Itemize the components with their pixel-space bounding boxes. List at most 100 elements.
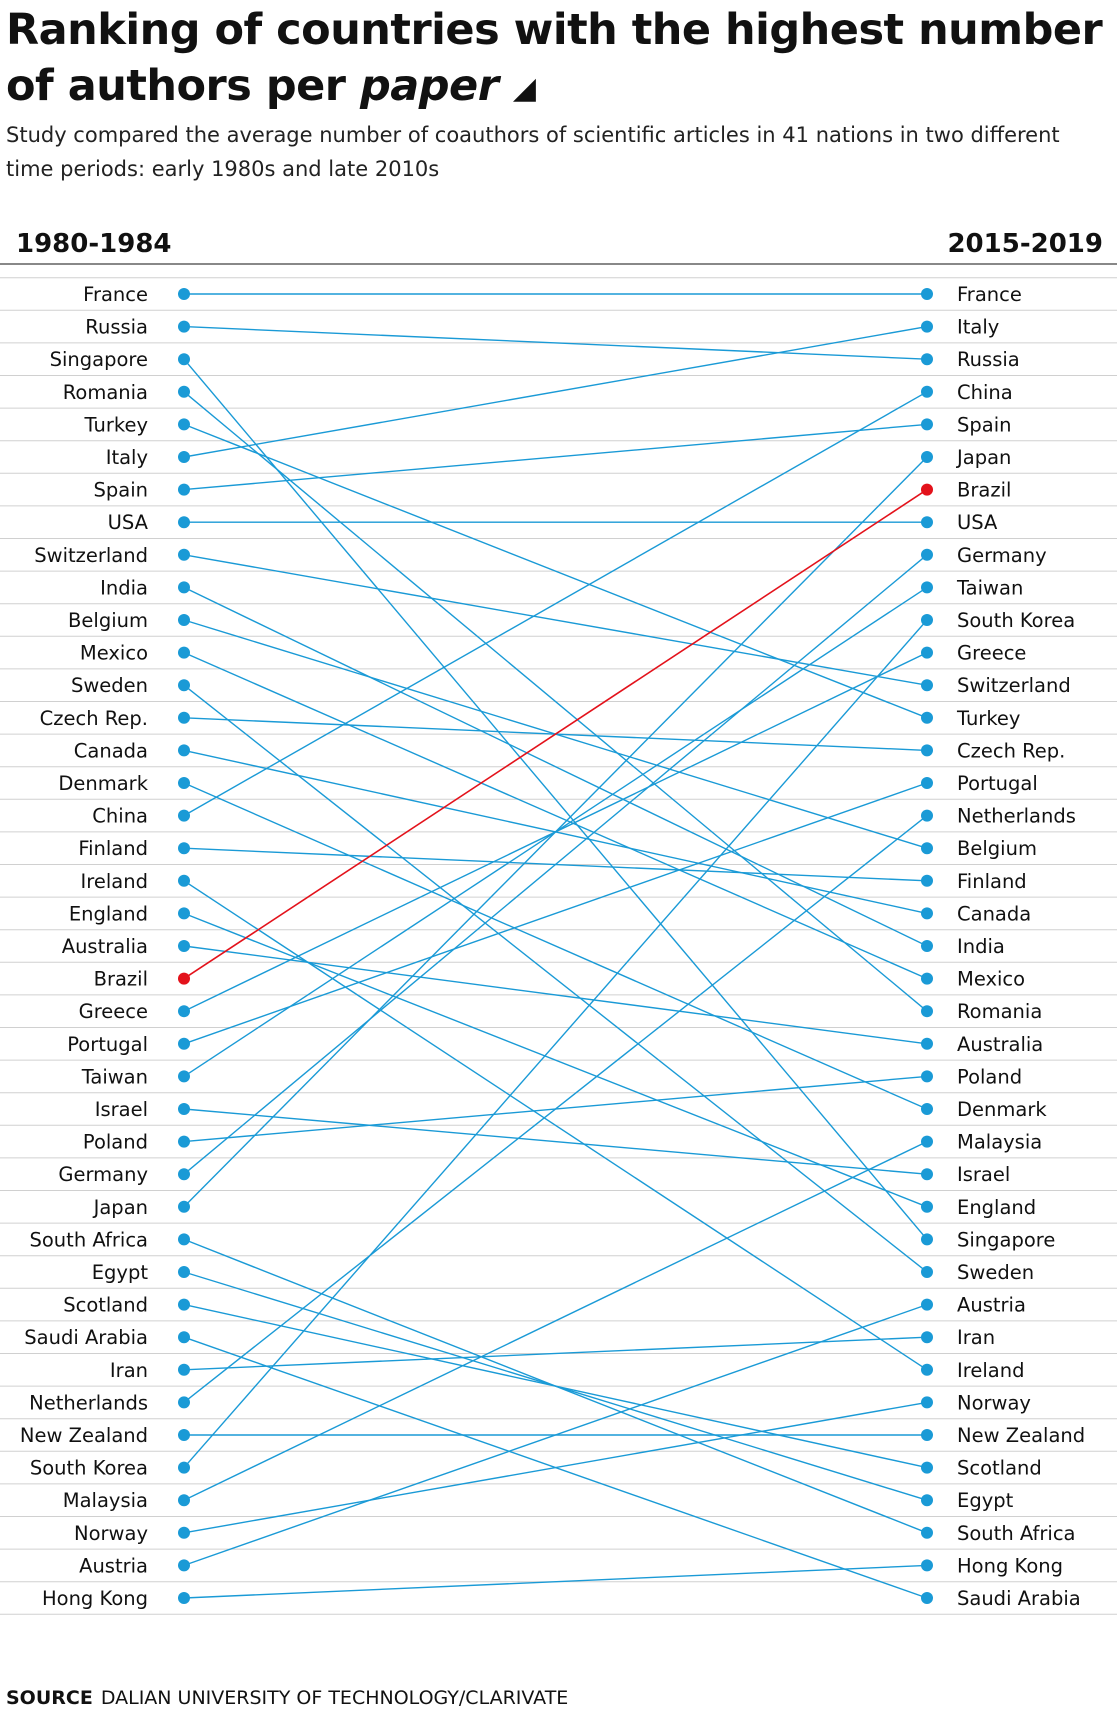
left-dot-spain <box>178 483 190 496</box>
right-label-mexico: Mexico <box>957 968 1025 991</box>
left-label-scotland: Scotland <box>63 1294 148 1317</box>
right-label-russia: Russia <box>957 348 1020 371</box>
right-label-portugal: Portugal <box>957 772 1038 795</box>
left-label-switzerland: Switzerland <box>34 544 148 567</box>
slope-line-japan <box>183 456 928 1208</box>
left-dot-south-africa <box>178 1233 190 1246</box>
right-label-netherlands: Netherlands <box>957 805 1076 828</box>
right-label-usa: USA <box>957 511 998 534</box>
right-dot-switzerland <box>921 679 933 692</box>
right-dot-russia <box>921 353 933 366</box>
right-label-brazil: Brazil <box>957 479 1011 502</box>
right-dot-england <box>921 1200 933 1213</box>
left-dot-austria <box>178 1559 190 1572</box>
left-label-japan: Japan <box>92 1196 148 1219</box>
left-label-norway: Norway <box>74 1522 148 1545</box>
left-label-germany: Germany <box>58 1163 148 1186</box>
left-label-mexico: Mexico <box>80 642 148 665</box>
right-dot-brazil <box>921 483 933 496</box>
chart-subtitle: Study compared the average number of coa… <box>6 123 1060 181</box>
left-label-brazil: Brazil <box>94 968 148 991</box>
left-dot-china <box>178 809 190 822</box>
right-dot-japan <box>921 451 933 463</box>
triangle-icon: ◢ <box>512 71 536 106</box>
left-dot-canada <box>178 744 190 757</box>
left-dot-south-korea <box>178 1461 190 1474</box>
right-dot-belgium <box>921 842 933 855</box>
left-label-belgium: Belgium <box>68 609 148 632</box>
left-label-china: China <box>92 805 148 828</box>
left-label-canada: Canada <box>74 739 148 762</box>
left-dot-belgium <box>178 614 190 626</box>
left-label-iran: Iran <box>110 1359 148 1382</box>
slope-line-israel <box>183 1108 928 1175</box>
left-dot-france <box>178 288 190 300</box>
right-label-turkey: Turkey <box>956 707 1020 730</box>
right-label-italy: Italy <box>957 316 999 339</box>
right-dot-czech-rep <box>921 744 933 757</box>
right-dot-taiwan <box>921 581 933 594</box>
left-dot-sweden <box>178 679 190 692</box>
source-text: DALIAN UNIVERSITY OF TECHNOLOGY/CLARIVAT… <box>100 1687 569 1709</box>
right-label-czech-rep: Czech Rep. <box>957 739 1065 762</box>
left-dot-new-zealand <box>178 1429 190 1441</box>
left-label-india: India <box>100 576 148 599</box>
right-dot-turkey <box>921 711 933 724</box>
left-dot-india <box>178 581 190 594</box>
chart-title-text: Ranking of countries with the highest nu… <box>6 5 1103 111</box>
right-label-switzerland: Switzerland <box>957 674 1071 697</box>
slope-line-norway <box>183 1401 928 1534</box>
right-label-israel: Israel <box>957 1163 1010 1186</box>
left-label-australia: Australia <box>62 935 148 958</box>
slope-line-russia <box>183 325 928 360</box>
left-label-turkey: Turkey <box>84 413 148 436</box>
right-label-poland: Poland <box>957 1065 1022 1088</box>
left-label-south-africa: South Africa <box>30 1228 149 1251</box>
right-dot-singapore <box>921 1233 933 1246</box>
left-dot-russia <box>178 320 190 333</box>
right-dot-mexico <box>921 972 933 985</box>
right-label-norway: Norway <box>957 1391 1031 1414</box>
right-dot-iran <box>921 1331 933 1344</box>
right-label-greece: Greece <box>957 642 1026 665</box>
right-label-canada: Canada <box>957 902 1031 925</box>
right-label-romania: Romania <box>957 1000 1042 1023</box>
right-dot-usa <box>921 516 933 529</box>
right-dot-new-zealand <box>921 1429 933 1441</box>
chart-title: Ranking of countries with the highest nu… <box>6 2 1106 117</box>
left-label-egypt: Egypt <box>92 1261 149 1284</box>
left-dot-brazil <box>178 972 190 985</box>
right-dot-finland <box>921 874 933 887</box>
left-dot-czech-rep <box>178 711 190 724</box>
slope-line-sweden <box>183 684 928 1273</box>
right-period-label: 2015-2019 <box>947 229 1103 259</box>
right-dot-malaysia <box>921 1135 933 1148</box>
right-dot-italy <box>921 320 933 333</box>
right-label-malaysia: Malaysia <box>957 1131 1042 1154</box>
right-dot-scotland <box>921 1461 933 1474</box>
left-dot-finland <box>178 842 190 855</box>
right-label-france: France <box>957 283 1022 306</box>
left-period-label: 1980-1984 <box>16 229 172 259</box>
left-dot-mexico <box>178 646 190 659</box>
left-dot-portugal <box>178 1037 190 1050</box>
left-dot-japan <box>178 1200 190 1213</box>
left-dot-iran <box>178 1363 190 1376</box>
right-label-finland: Finland <box>957 870 1027 893</box>
left-label-singapore: Singapore <box>50 348 148 371</box>
left-dot-australia <box>178 940 190 952</box>
left-label-france: France <box>83 283 148 306</box>
left-label-hong-kong: Hong Kong <box>42 1587 148 1610</box>
left-dot-hong-kong <box>178 1592 190 1604</box>
slope-line-malaysia <box>183 1140 928 1501</box>
slope-line-iran <box>183 1336 928 1371</box>
left-dot-poland <box>178 1135 190 1148</box>
left-label-austria: Austria <box>79 1554 148 1577</box>
slope-line-spain <box>183 423 928 491</box>
left-label-south-korea: South Korea <box>30 1457 148 1480</box>
slope-line-australia <box>183 945 928 1045</box>
right-dot-hong-kong <box>921 1559 933 1572</box>
left-label-england: England <box>69 902 148 925</box>
left-dot-denmark <box>178 777 190 789</box>
slope-line-portugal <box>183 782 928 1045</box>
